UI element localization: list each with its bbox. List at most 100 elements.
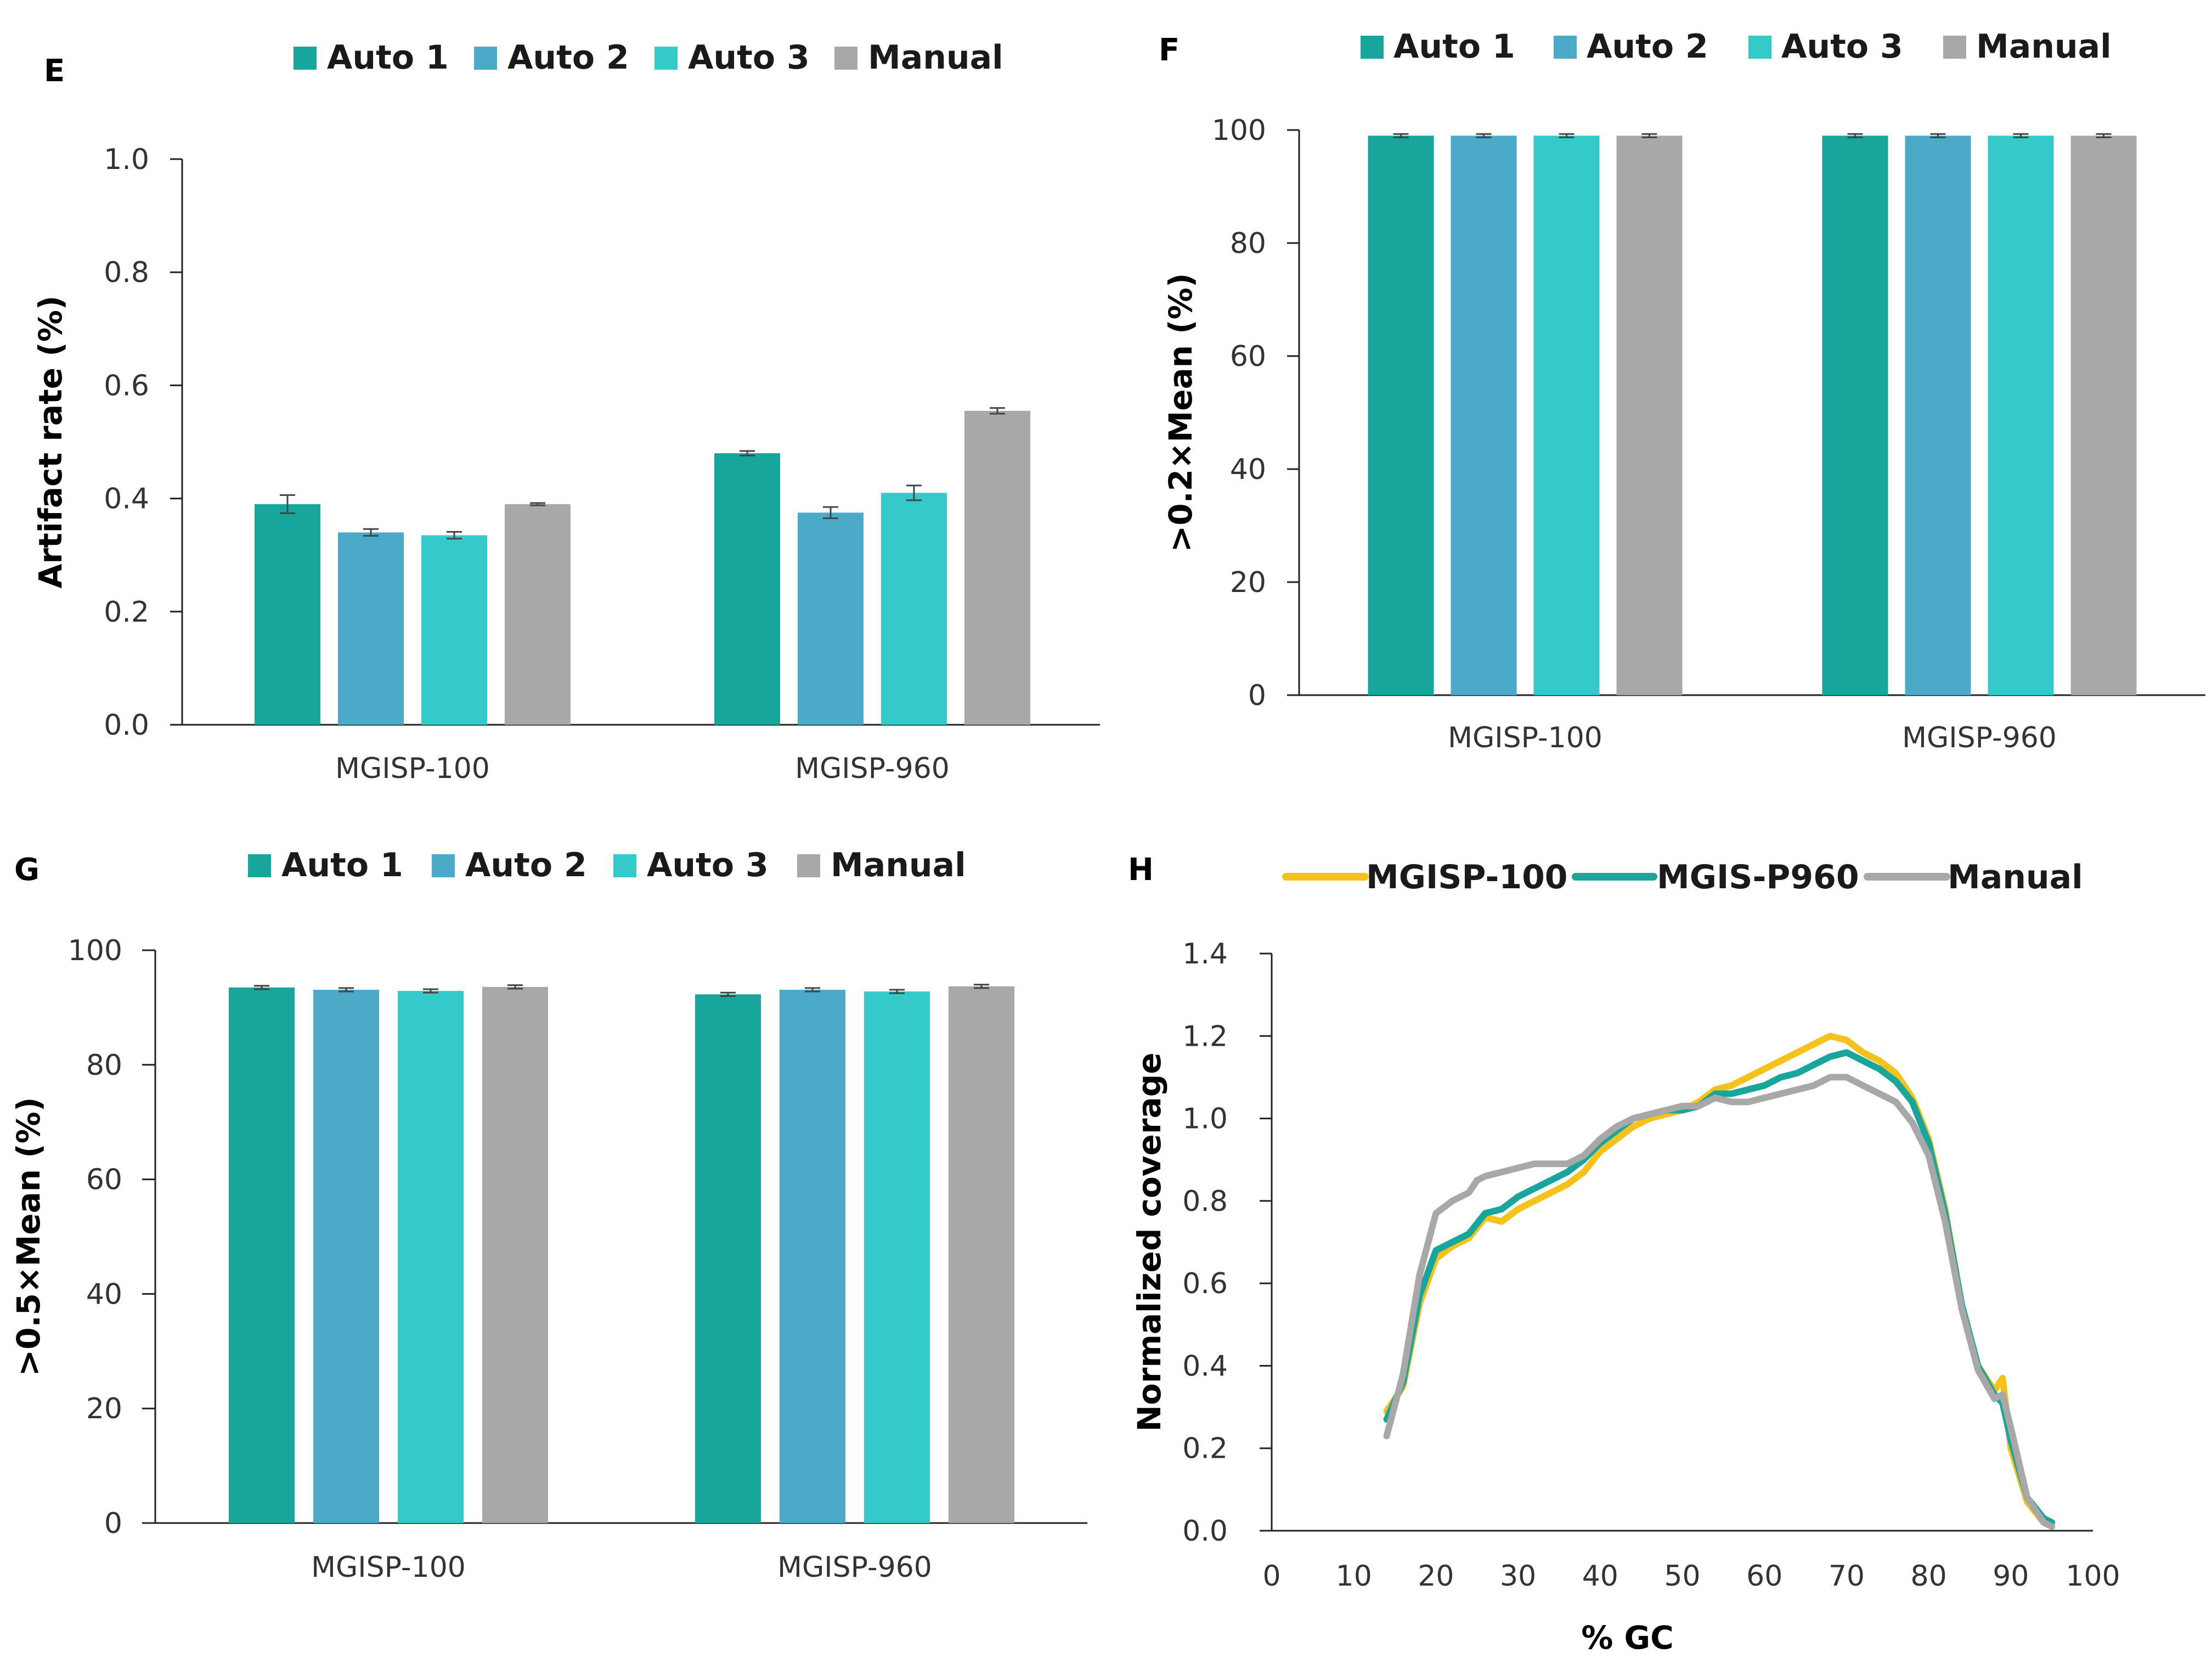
- y-tick-label: 80: [1230, 227, 1266, 260]
- bar-auto-3-mgisp-100: [421, 535, 487, 725]
- legend-label-manual: Manual: [868, 38, 1003, 77]
- legend-label-manual: Manual: [831, 846, 966, 884]
- x-tick-label: 80: [1911, 1560, 1947, 1593]
- x-tick-label: 30: [1500, 1560, 1536, 1593]
- y-tick-label: 100: [68, 934, 122, 967]
- panel-g-letter: G: [14, 852, 40, 888]
- y-tick-label: 0.8: [1182, 1185, 1228, 1218]
- legend-label-auto-3: Auto 3: [647, 846, 769, 884]
- y-axis-title: Artifact rate (%): [32, 296, 69, 589]
- x-category-label: MGISP-100: [335, 752, 490, 785]
- bar-auto-1-mgisp-100: [1368, 136, 1434, 696]
- bar-auto-1-mgisp-100: [255, 504, 320, 725]
- x-tick-label: 40: [1582, 1560, 1618, 1593]
- bar-manual-mgisp-100: [1616, 136, 1683, 696]
- y-tick-label: 0.6: [104, 369, 149, 402]
- legend-label-mgisp-100: MGISP-100: [1366, 858, 1568, 896]
- legend-swatch-auto-2: [432, 854, 455, 877]
- y-tick-label: 60: [86, 1164, 122, 1197]
- x-tick-label: 20: [1418, 1560, 1454, 1593]
- bar-auto-1-mgisp-100: [229, 987, 295, 1523]
- x-category-label: MGISP-100: [311, 1551, 466, 1584]
- y-tick-label: 0.4: [1182, 1350, 1228, 1383]
- legend-label-auto-3: Auto 3: [1781, 27, 1903, 66]
- bar-auto-2-mgisp-100: [1451, 136, 1517, 696]
- y-tick-label: 1.4: [1182, 938, 1228, 971]
- y-tick-label: 0.0: [104, 709, 149, 742]
- legend-label-manual: Manual: [1948, 858, 2083, 896]
- y-tick-label: 20: [86, 1392, 122, 1425]
- y-tick-label: 0.4: [104, 483, 149, 516]
- x-tick-label: 60: [1746, 1560, 1782, 1593]
- legend-swatch-auto-3: [1748, 36, 1771, 59]
- bar-auto-3-mgisp-100: [398, 991, 464, 1523]
- legend-swatch-auto-2: [1554, 36, 1577, 59]
- y-tick-label: 60: [1230, 340, 1266, 373]
- legend-swatch-auto-1: [294, 47, 317, 70]
- x-tick-label: 50: [1664, 1560, 1700, 1593]
- x-category-label: MGISP-960: [795, 752, 950, 785]
- y-axis-title: Normalized coverage: [1131, 1052, 1168, 1431]
- legend-label-auto-1: Auto 1: [327, 38, 449, 77]
- bar-auto-1-mgisp-960: [1822, 136, 1888, 696]
- y-tick-label: 20: [1230, 566, 1266, 599]
- legend-swatch-manual: [834, 47, 857, 70]
- panel-h-letter: H: [1128, 852, 1154, 888]
- legend-swatch-auto-2: [474, 47, 497, 70]
- series-line-manual: [1383, 1074, 2056, 1530]
- bar-auto-3-mgisp-960: [1988, 136, 2054, 696]
- bar-manual-mgisp-960: [964, 410, 1030, 725]
- panel-e-letter: E: [44, 53, 65, 89]
- bar-auto-2-mgisp-960: [1905, 136, 1971, 696]
- legend-label-auto-2: Auto 2: [507, 38, 629, 77]
- y-tick-label: 0: [104, 1507, 122, 1540]
- bar-auto-3-mgisp-960: [864, 991, 930, 1523]
- panel-h-legend: MGISP-100 MGIS-P960 Manual: [1282, 858, 2083, 896]
- panel-f-02x-mean-chart: F Auto 1 Auto 2 Auto 3 Manual 0 20 40 60 80 100 >…: [1159, 27, 2205, 754]
- legend-label-auto-1: Auto 1: [281, 846, 403, 884]
- y-tick-label: 0.6: [1182, 1267, 1228, 1300]
- bar-auto-1-mgisp-960: [695, 994, 761, 1523]
- bar-auto-2-mgisp-960: [798, 512, 864, 725]
- y-tick-label: 0.2: [104, 596, 149, 629]
- x-category-label: MGISP-960: [1902, 721, 2057, 754]
- legend-swatch-auto-1: [1361, 36, 1384, 59]
- y-tick-label: 0.0: [1182, 1515, 1228, 1548]
- panel-g-05x-mean-chart: G Auto 1 Auto 2 Auto 3 Manual 0 20 40 60 80 100 >…: [10, 846, 1087, 1584]
- legend-label-auto-3: Auto 3: [688, 38, 810, 77]
- panel-h-gc-coverage-chart: H MGISP-100 MGIS-P960 Manual 0.00.20.40.60…: [1128, 852, 2120, 1656]
- legend-label-mgis-p960: MGIS-P960: [1657, 858, 1859, 896]
- bar-manual-mgisp-100: [505, 504, 571, 725]
- y-axis-title: >0.2×Mean (%): [1162, 273, 1199, 552]
- legend-swatch-manual: [1943, 36, 1966, 59]
- y-tick-label: 0.8: [104, 256, 149, 289]
- legend-swatch-auto-1: [248, 854, 271, 877]
- bar-auto-1-mgisp-960: [714, 453, 780, 725]
- x-tick-label: 100: [2066, 1560, 2120, 1593]
- bar-auto-3-mgisp-100: [1533, 136, 1600, 696]
- bar-manual-mgisp-100: [482, 986, 548, 1523]
- panel-f-letter: F: [1159, 32, 1180, 68]
- bar-auto-2-mgisp-100: [338, 532, 404, 725]
- panel-g-plot-area: 0 20 40 60 80 100 >0.5×Mean (%) MGISP-100 MGISP-…: [10, 934, 1087, 1584]
- bar-auto-3-mgisp-960: [881, 493, 947, 725]
- legend-label-auto-2: Auto 2: [465, 846, 587, 884]
- panel-f-legend: Auto 1 Auto 2 Auto 3 Manual: [1361, 27, 2112, 66]
- y-tick-label: 0: [1248, 679, 1266, 712]
- legend-swatch-manual: [797, 854, 820, 877]
- y-tick-label: 40: [1230, 453, 1266, 486]
- panel-f-plot-area: 0 20 40 60 80 100 >0.2×Mean (%) MGISP-100 MGISP-…: [1162, 114, 2205, 754]
- legend-label-auto-2: Auto 2: [1587, 27, 1708, 66]
- legend-swatch-auto-3: [613, 854, 636, 877]
- panel-e-legend: Auto 1 Auto 2 Auto 3 Manual: [294, 38, 1003, 77]
- panel-h-plot-area: 0.0 0.2 0.4 0.6 0.8 1.0 1.2 1.4 0 10 20 30 40 50 60 70 8…: [1131, 938, 2120, 1656]
- y-tick-label: 1.2: [1182, 1020, 1228, 1053]
- bar-manual-mgisp-960: [2070, 136, 2137, 696]
- x-tick-label: 90: [1993, 1560, 2029, 1593]
- x-tick-label: 0: [1262, 1560, 1280, 1593]
- y-tick-label: 1.0: [1182, 1103, 1228, 1136]
- legend-label-manual: Manual: [1976, 27, 2112, 66]
- bar-manual-mgisp-960: [949, 986, 1014, 1523]
- x-category-label: MGISP-100: [1448, 721, 1602, 754]
